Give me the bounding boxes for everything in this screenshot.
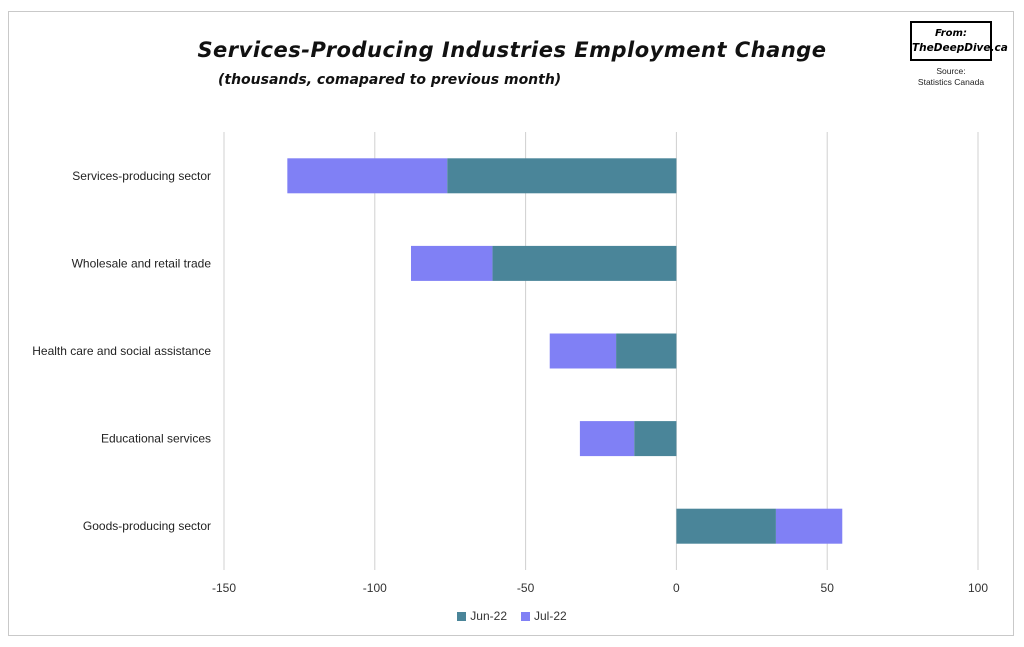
legend-swatch-jul	[521, 611, 530, 621]
bar-jun	[616, 333, 677, 369]
x-tick-label: -150	[212, 581, 236, 595]
bar-jun	[447, 158, 677, 194]
bar-jul	[549, 333, 617, 369]
legend-swatch-jun	[457, 611, 467, 621]
x-tick-label: 50	[821, 581, 835, 595]
x-tick-label: -50	[517, 581, 535, 595]
category-label: Services-producing sector	[72, 169, 211, 183]
bar-jul	[410, 245, 493, 281]
bar-jul	[579, 421, 635, 457]
bar-jul	[287, 158, 448, 194]
chart-title: Services-Producing Industries Employment…	[197, 38, 827, 62]
legend-label-jul: Jul-22	[534, 609, 567, 623]
source-badge: From: TheDeepDive.ca	[910, 21, 1008, 61]
legend-item-jun: Jun-22	[457, 609, 507, 623]
source-note: Source: Statistics Canada	[912, 66, 990, 88]
legend-label-jun: Jun-22	[470, 609, 507, 623]
bar-jun	[492, 245, 677, 281]
badge-from-label: From:	[935, 28, 967, 39]
category-label: Goods-producing sector	[83, 519, 211, 533]
bar-jul	[775, 508, 843, 544]
category-label: Educational services	[101, 432, 211, 446]
source-label: Source:	[936, 66, 966, 76]
bar-jun	[634, 421, 677, 457]
chart-subtitle: (thousands, comapared to previous month)	[218, 72, 562, 88]
legend-item-jul: Jul-22	[521, 609, 567, 623]
category-label: Wholesale and retail trade	[72, 256, 212, 270]
category-label: Health care and social assistance	[32, 344, 211, 358]
badge-site-label: TheDeepDive.ca	[912, 42, 1008, 54]
x-tick-label: -100	[363, 581, 387, 595]
x-tick-label: 100	[968, 581, 988, 595]
source-value: Statistics Canada	[917, 77, 985, 87]
chart-frame	[8, 11, 1014, 636]
x-tick-label: 0	[673, 581, 680, 595]
legend: Jun-22 Jul-22	[0, 609, 1024, 623]
bar-jun	[676, 508, 776, 544]
